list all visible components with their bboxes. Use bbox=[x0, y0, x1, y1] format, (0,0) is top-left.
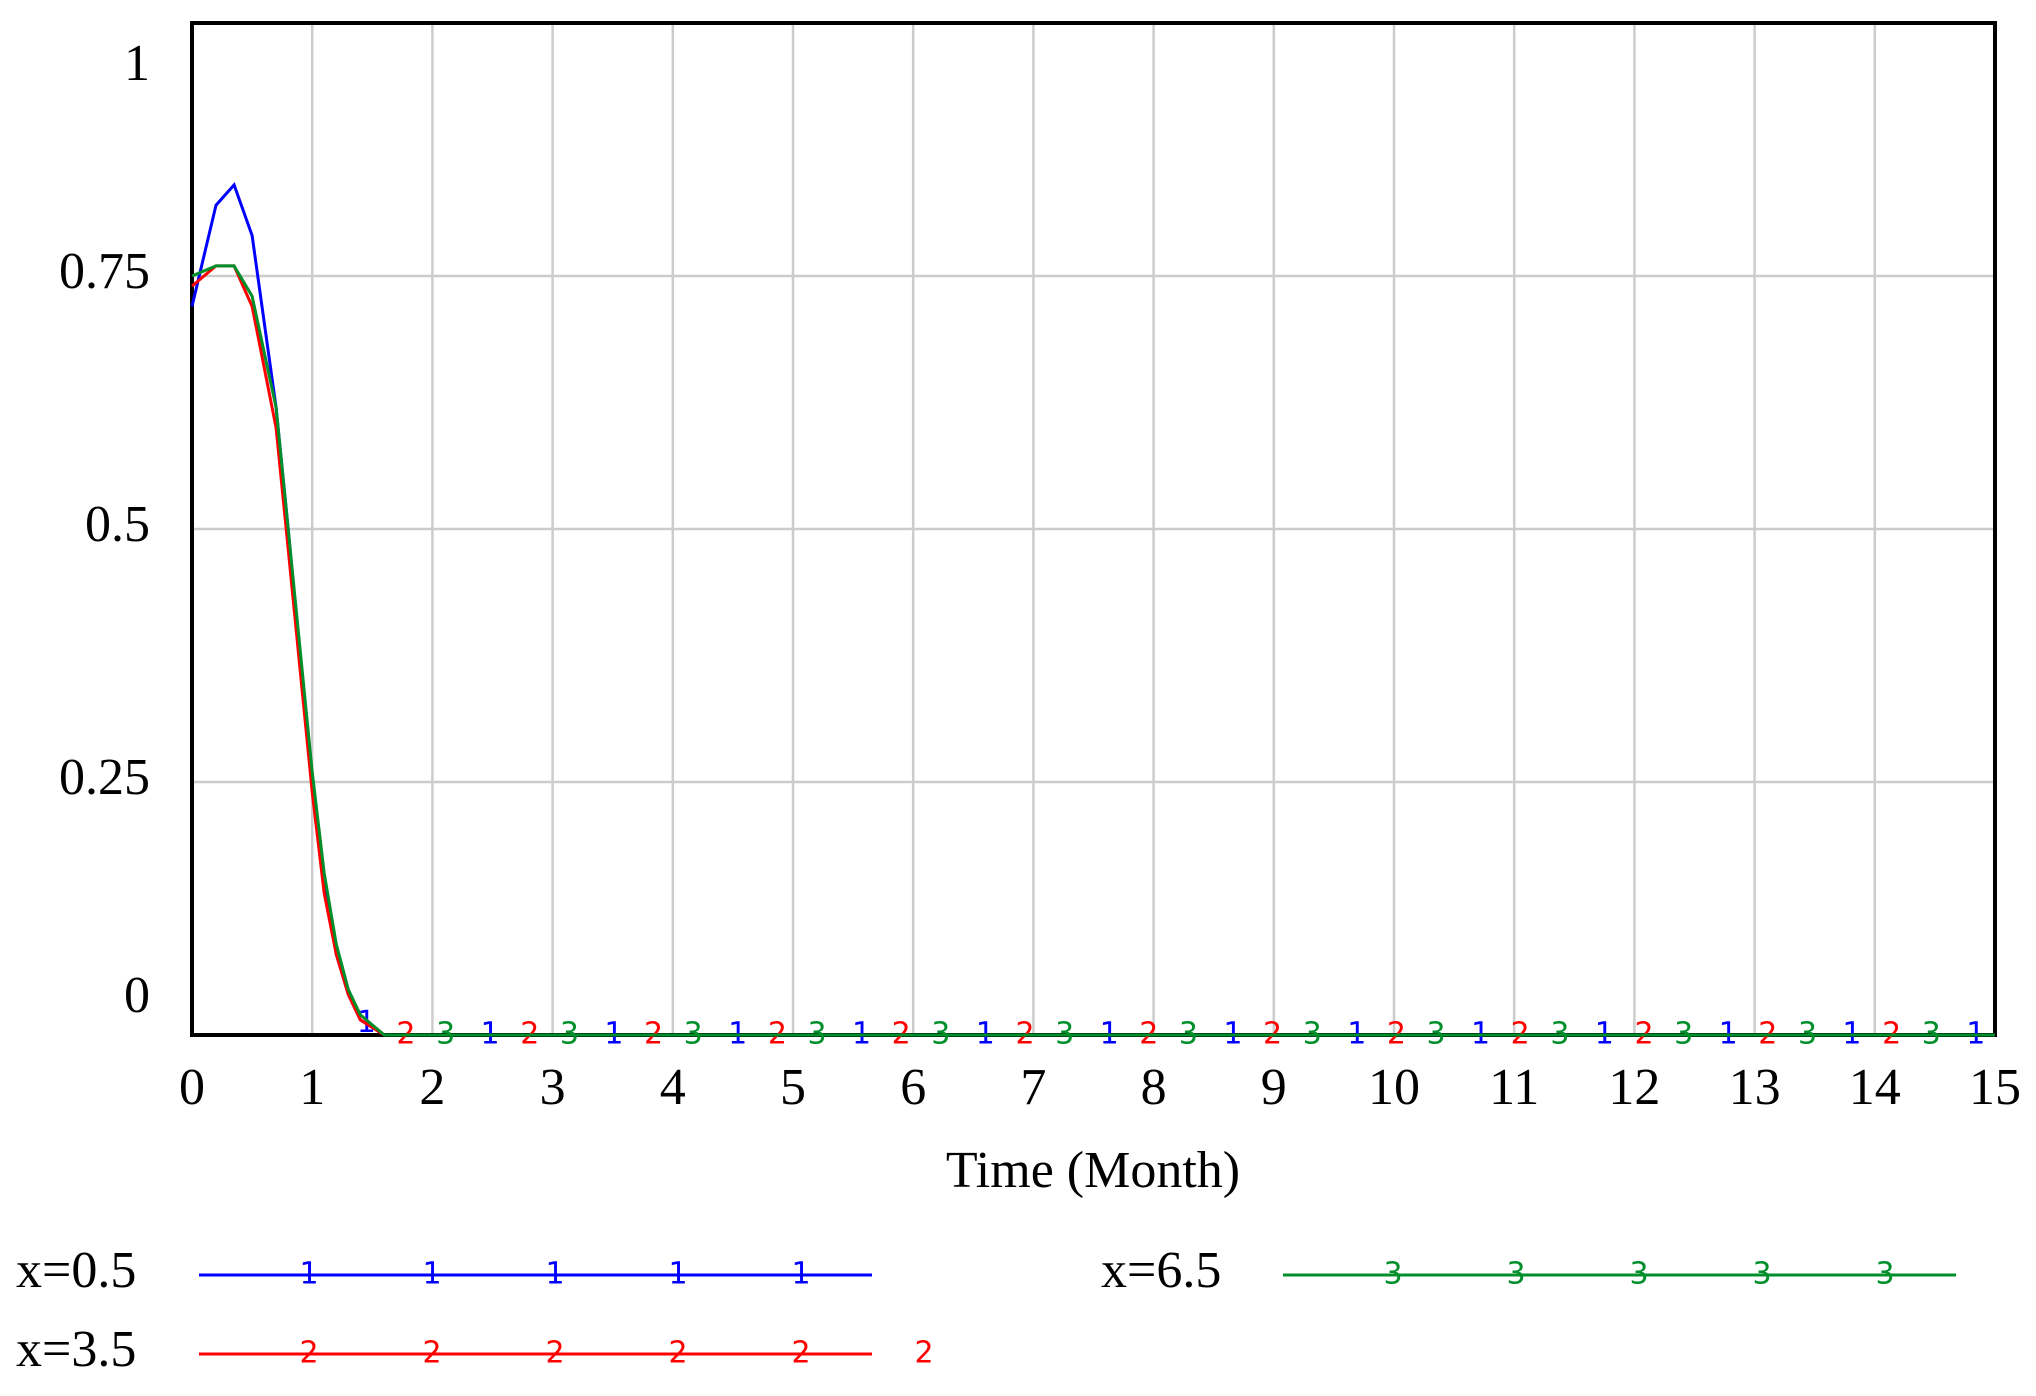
y-tick-label: 0.25 bbox=[59, 749, 150, 806]
series-marker: 3 bbox=[1179, 1017, 1198, 1052]
legend-marker: 2 bbox=[422, 1336, 441, 1371]
legend-marker: 2 bbox=[545, 1336, 564, 1371]
x-tick-label: 12 bbox=[1608, 1059, 1660, 1116]
series-marker: 3 bbox=[684, 1017, 703, 1052]
x-tick-label: 4 bbox=[660, 1059, 686, 1116]
series-marker: 3 bbox=[807, 1017, 826, 1052]
y-tick-label: 0.75 bbox=[59, 243, 150, 300]
x-tick-label: 3 bbox=[540, 1059, 566, 1116]
series-marker: 3 bbox=[1055, 1017, 1074, 1052]
series-marker: 3 bbox=[560, 1017, 579, 1052]
x-tick-label: 1 bbox=[299, 1059, 325, 1116]
legend-marker: 1 bbox=[668, 1257, 687, 1292]
x-tick-label: 6 bbox=[900, 1059, 926, 1116]
series-marker: 3 bbox=[931, 1017, 950, 1052]
x-tick-label: 9 bbox=[1261, 1059, 1287, 1116]
x-tick-label: 7 bbox=[1020, 1059, 1046, 1116]
legend-marker: 3 bbox=[1506, 1257, 1525, 1292]
y-tick-label: 0 bbox=[124, 967, 150, 1024]
legend-label: x=6.5 bbox=[1101, 1242, 1221, 1299]
legend-marker: 1 bbox=[791, 1257, 810, 1292]
legend-label: x=0.5 bbox=[16, 1242, 136, 1299]
x-tick-label: 15 bbox=[1969, 1059, 2021, 1116]
y-tick-label: 1 bbox=[124, 35, 150, 92]
series-marker: 3 bbox=[1798, 1017, 1817, 1052]
legend-marker: 2 bbox=[668, 1336, 687, 1371]
series-marker: 3 bbox=[1427, 1017, 1446, 1052]
x-tick-label: 13 bbox=[1729, 1059, 1781, 1116]
legend-marker: 1 bbox=[299, 1257, 318, 1292]
legend-marker: 3 bbox=[1752, 1257, 1771, 1292]
series-marker: 3 bbox=[1922, 1017, 1941, 1052]
legend-marker: 3 bbox=[1875, 1257, 1894, 1292]
series-marker: 3 bbox=[436, 1017, 455, 1052]
legend-marker: 2 bbox=[791, 1336, 810, 1371]
legend-marker: 3 bbox=[1383, 1257, 1402, 1292]
legend-marker: 3 bbox=[1629, 1257, 1648, 1292]
x-axis-label: Time (Month) bbox=[946, 1142, 1240, 1199]
legend-marker: 1 bbox=[545, 1257, 564, 1292]
x-tick-label: 10 bbox=[1368, 1059, 1420, 1116]
series-marker: 3 bbox=[1303, 1017, 1322, 1052]
legend-marker: 2 bbox=[299, 1336, 318, 1371]
legend-label: x=3.5 bbox=[16, 1321, 136, 1378]
legend-marker: 2 bbox=[914, 1336, 933, 1371]
series-line bbox=[191, 264, 1995, 1037]
series-marker: 3 bbox=[1674, 1017, 1693, 1052]
x-tick-label: 2 bbox=[419, 1059, 445, 1116]
x-tick-label: 14 bbox=[1849, 1059, 1901, 1116]
x-tick-label: 0 bbox=[179, 1059, 205, 1116]
x-tick-label: 11 bbox=[1489, 1059, 1539, 1116]
legend-marker: 1 bbox=[422, 1257, 441, 1292]
x-tick-label: 8 bbox=[1141, 1059, 1167, 1116]
x-tick-label: 5 bbox=[780, 1059, 806, 1116]
y-tick-label: 0.5 bbox=[85, 496, 150, 553]
series-marker: 3 bbox=[1550, 1017, 1569, 1052]
